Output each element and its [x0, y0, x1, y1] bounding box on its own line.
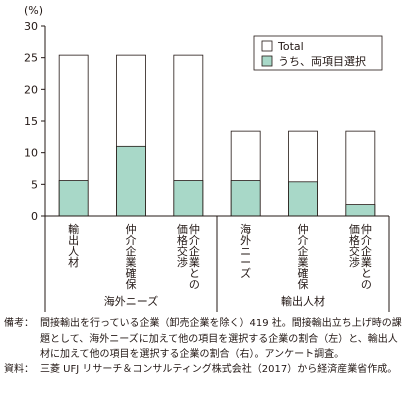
- x-category-label: 海外ニーズ: [240, 222, 251, 280]
- bar-total: [345, 130, 376, 217]
- x-category-label: 仲介企業確保: [298, 222, 309, 291]
- bar-both-selected: [230, 180, 261, 217]
- note-remarks: 備考： 間接輸出を行っている企業（卸売企業を除く）419 社。間接輸出立ち上げ時の…: [4, 316, 408, 363]
- note-remarks-body: 間接輸出を行っている企業（卸売企業を除く）419 社。間接輸出立ち上げ時の課題と…: [40, 318, 402, 360]
- legend-box: [253, 35, 383, 71]
- x-axis: 輸出人材仲介企業確保仲介企業との価格交渉海外ニーズ仲介企業確保仲介企業との価格交…: [44, 215, 390, 312]
- x-category-label: 価格交渉: [349, 223, 360, 269]
- y-axis: 0 5 10 15 20 25 30: [24, 20, 46, 223]
- y-tick-label: 25: [24, 52, 38, 65]
- note-source-body: 三菱 UFJ リサーチ＆コンサルティング株式会社（2017）から経済産業省作成。: [40, 364, 398, 375]
- legend-swatch: [261, 55, 273, 67]
- bar-both-selected: [345, 204, 376, 217]
- y-tick-label: 0: [31, 210, 38, 223]
- x-category-label: 仲介企業との: [189, 222, 200, 291]
- x-category-label: 輸出人材: [68, 222, 79, 269]
- x-category-label: 仲介企業との: [361, 222, 372, 291]
- note-source-head: 資料：: [4, 364, 34, 375]
- y-tick-label: 5: [31, 178, 38, 191]
- legend-swatch: [261, 40, 273, 52]
- y-tick-label: 30: [24, 20, 38, 33]
- bar-both-selected: [58, 180, 89, 217]
- legend-label: Total: [277, 40, 304, 53]
- y-tick-label: 15: [24, 115, 38, 128]
- legend-label: うち、両項目選択: [278, 54, 366, 68]
- x-category-label: 仲介企業確保: [126, 222, 137, 291]
- bar-both-selected: [288, 181, 318, 217]
- y-tick-label: 10: [24, 147, 38, 160]
- x-group-label: 海外ニーズ: [104, 294, 158, 308]
- note-remarks-head: 備考：: [4, 318, 34, 329]
- bar-both-selected: [173, 180, 204, 217]
- x-group-label: 輸出人材: [281, 294, 325, 308]
- y-unit-label: (%): [24, 4, 43, 17]
- bars: [58, 54, 376, 217]
- note-source: 資料： 三菱 UFJ リサーチ＆コンサルティング株式会社（2017）から経済産業省…: [4, 362, 408, 378]
- y-tick-label: 20: [24, 83, 38, 96]
- x-category-label: 価格交渉: [177, 223, 188, 269]
- bar-both-selected: [116, 145, 146, 217]
